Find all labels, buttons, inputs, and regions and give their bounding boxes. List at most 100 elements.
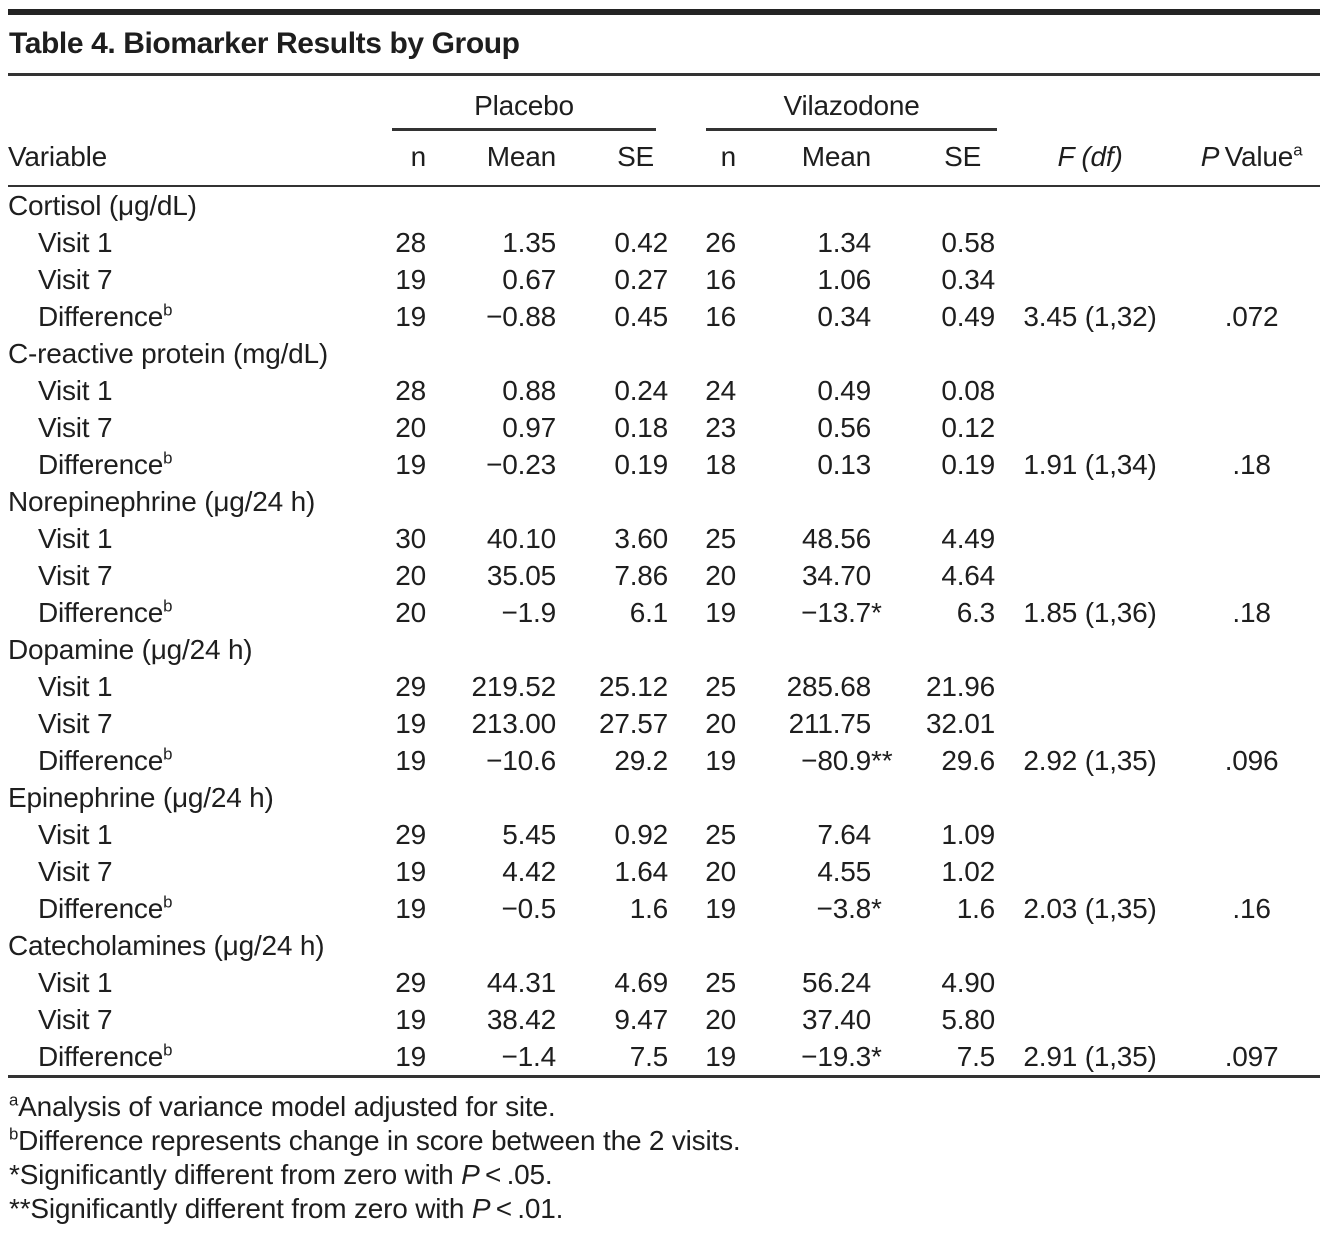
cell-f-df (997, 964, 1183, 1001)
cell-value: 29 (395, 967, 426, 998)
cell-value: 1.09 (941, 819, 996, 850)
row-label: Visit 7 (8, 409, 392, 446)
cell-value: 19 (395, 1004, 426, 1035)
cell-value: 21.96 (925, 671, 996, 702)
cell-f-df: 2.03 (1,35) (997, 890, 1183, 927)
cell-f-df (997, 520, 1183, 557)
cell-placebo-n: 19 (392, 1038, 432, 1077)
cell-vilazodone-mean: 48.56 (742, 520, 875, 557)
cell-value: 20 (705, 560, 737, 591)
cell-vilazodone-se: 0.49 (875, 298, 997, 335)
cell-vilazodone-mean: −80.9** (801, 745, 893, 776)
row-label: Differenceb (8, 890, 392, 927)
cell-placebo-mean: −0.23 (432, 446, 560, 483)
row-label: Visit 7 (8, 705, 392, 742)
row-label-text: Difference (38, 893, 164, 924)
cell-value: 25 (705, 819, 737, 850)
cell-p-value: .072 (1183, 298, 1320, 335)
cell-placebo-mean: −1.9 (432, 594, 560, 631)
row-label-text: Difference (38, 597, 164, 628)
cell-value: 0.45 (614, 301, 669, 332)
cell-value: 0.08 (941, 375, 996, 406)
cell-placebo-se: 0.92 (560, 816, 670, 853)
cell-placebo-se: 1.64 (560, 853, 670, 890)
footnote-text: Difference represents change in score be… (18, 1125, 741, 1156)
cell-value: 1.91 (1,34) (1023, 449, 1157, 480)
cell-value: 19 (395, 449, 426, 480)
cell-vilazodone-se: 0.19 (875, 446, 997, 483)
cell-value: 26 (705, 227, 737, 258)
row-label-superscript: b (163, 892, 173, 912)
cell-value: −1.9 (501, 597, 557, 628)
footnotes: aAnalysis of variance model adjusted for… (8, 1078, 1320, 1226)
cell-f-df: 2.92 (1,35) (997, 742, 1183, 779)
cell-value: 3.60 (614, 523, 669, 554)
cell-value: 1.6 (956, 893, 996, 924)
cell-value: 20 (395, 597, 426, 628)
cell-value: 38.42 (486, 1004, 556, 1035)
cell-value: 19 (705, 745, 737, 776)
cell-value: 0.88 (502, 375, 556, 406)
cell-value: 7.5 (629, 1041, 669, 1072)
cell-value: 29.2 (614, 745, 669, 776)
cell-value: 20 (705, 708, 737, 739)
cell-value: 1.02 (941, 856, 996, 887)
row-label-text: Visit 7 (38, 856, 113, 887)
row-label: Visit 1 (8, 964, 392, 1001)
cell-f-df (997, 261, 1183, 298)
cell-placebo-se: 0.19 (560, 446, 670, 483)
col-placebo-n: n (392, 131, 432, 187)
row-label: Visit 7 (8, 557, 392, 594)
row-label: Visit 1 (8, 224, 392, 261)
cell-value: 20 (705, 856, 737, 887)
cell-vilazodone-n: 23 (670, 409, 742, 446)
cell-vilazodone-n: 25 (670, 668, 742, 705)
cell-value: 213.00 (471, 708, 557, 739)
cell-placebo-n: 19 (392, 853, 432, 890)
group-vilazodone-label: Vilazodone (706, 90, 998, 131)
cell-value: 0.49 (817, 375, 872, 406)
cell-value: 7.64 (817, 819, 872, 850)
row-label-text: Visit 7 (38, 1004, 113, 1035)
cell-f-df: 1.91 (1,34) (997, 446, 1183, 483)
cell-placebo-n: 30 (392, 520, 432, 557)
row-label-text: Visit 1 (38, 375, 113, 406)
footnote-text: < .05. (479, 1159, 553, 1190)
cell-vilazodone-mean: 0.49 (742, 372, 875, 409)
cell-value: 48.56 (801, 523, 872, 554)
row-label-text: Visit 1 (38, 967, 113, 998)
col-placebo-mean: Mean (432, 131, 560, 187)
cell-placebo-mean: −1.4 (432, 1038, 560, 1077)
cell-value: −10.6 (486, 745, 556, 776)
cell-value: 9.47 (614, 1004, 669, 1035)
cell-value: 4.42 (502, 856, 556, 887)
cell-f-df (997, 816, 1183, 853)
row-label-text: Visit 7 (38, 264, 113, 295)
data-row: Visit 1 28 0.88 0.24 24 0.49 0.08 (8, 372, 1320, 409)
cell-p-value (1183, 520, 1320, 557)
cell-vilazodone-mean: −3.8* (816, 893, 882, 924)
footnote-text: *Significantly different from zero with (9, 1159, 462, 1190)
cell-value: 19 (705, 1041, 737, 1072)
data-row: Differenceb 19 −0.5 1.6 19 −3.8* 1.6 2.03 (1,35… (8, 890, 1320, 927)
cell-value: 19 (395, 708, 426, 739)
cell-p-value (1183, 557, 1320, 594)
cell-vilazodone-mean: 1.34 (742, 224, 875, 261)
group-vilazodone: Vilazodone (670, 76, 998, 131)
footnote-double-star: **Significantly different from zero with… (9, 1192, 1320, 1226)
cell-f-df (997, 853, 1183, 890)
cell-vilazodone-mean: 56.24 (742, 964, 875, 1001)
cell-value: 19 (395, 893, 426, 924)
cell-value: −0.5 (501, 893, 557, 924)
footnote-star: *Significantly different from zero with … (9, 1158, 1320, 1192)
cell-value: .16 (1232, 893, 1271, 924)
cell-placebo-se: 0.42 (560, 224, 670, 261)
row-label-text: Difference (38, 449, 164, 480)
cell-value: 0.19 (614, 449, 669, 480)
cell-f-df (997, 372, 1183, 409)
cell-value: 19 (395, 1041, 426, 1072)
cell-value: 7.86 (614, 560, 669, 591)
data-row: Visit 7 20 0.97 0.18 23 0.56 0.12 (8, 409, 1320, 446)
p-value-p: P (1200, 141, 1220, 172)
